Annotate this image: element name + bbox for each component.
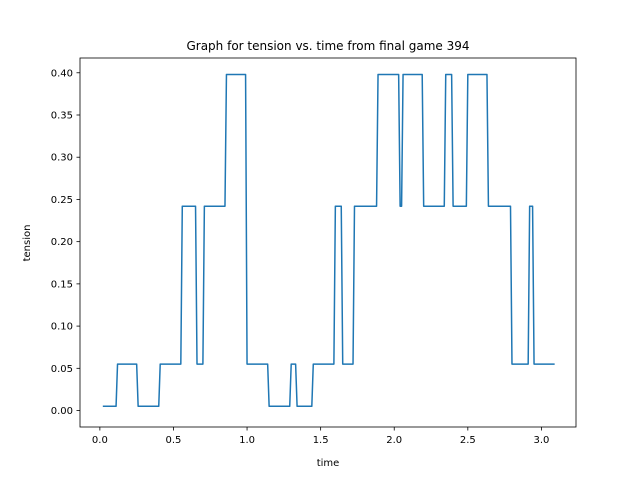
x-tick-label: 2.0 xyxy=(386,435,402,446)
x-tick-label: 0.5 xyxy=(166,435,182,446)
series-line-0 xyxy=(102,73,555,408)
x-axis-ticks: 0.0 0.5 1.0 1.5 2.0 2.5 3.0 xyxy=(92,427,549,446)
plot-area xyxy=(79,57,577,428)
y-tick-label: 0.25 xyxy=(51,195,73,206)
x-tick-label: 1.0 xyxy=(239,435,255,446)
y-tick-label: 0.20 xyxy=(51,237,73,248)
x-tick-label: 2.5 xyxy=(460,435,476,446)
y-tick-label: 0.05 xyxy=(51,364,73,375)
y-tick-label: 0.15 xyxy=(51,279,73,290)
chart-title: Graph for tension vs. time from final ga… xyxy=(186,39,469,53)
y-tick-label: 0.40 xyxy=(51,68,73,79)
y-tick-label: 0.10 xyxy=(51,322,73,333)
x-tick-label: 0.0 xyxy=(92,435,108,446)
y-tick-label: 0.00 xyxy=(51,406,73,417)
y-tick-label: 0.30 xyxy=(51,153,73,164)
axes-frame xyxy=(79,57,577,428)
x-tick-label: 1.5 xyxy=(313,435,329,446)
x-axis-label: time xyxy=(317,458,340,469)
y-tick-label: 0.35 xyxy=(51,110,73,121)
y-axis-ticks: 0.00 0.05 0.10 0.15 0.20 0.25 0.30 0.35 0.40 xyxy=(51,68,80,417)
y-axis-label: tension xyxy=(22,225,33,262)
x-tick-label: 3.0 xyxy=(533,435,549,446)
